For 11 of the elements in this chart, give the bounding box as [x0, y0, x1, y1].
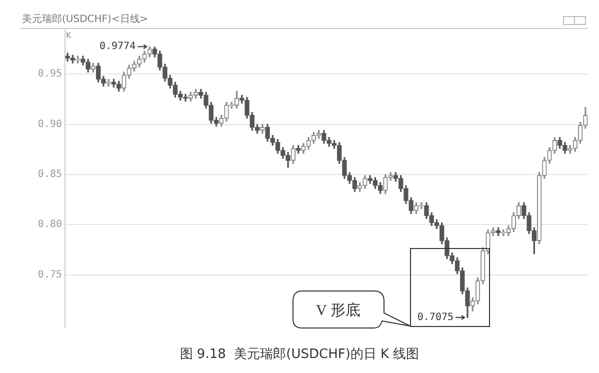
annotation: V 形底	[316, 301, 360, 320]
y-tick-label: 0.80	[38, 219, 62, 230]
y-tick-label: 0.95	[38, 68, 62, 80]
annotation: 0.7075	[417, 312, 454, 324]
y-tick-label: 0.90	[38, 118, 62, 130]
annotation: 0.9774	[99, 41, 136, 52]
y-tick-label: 0.75	[38, 269, 62, 280]
y-tick-label: 0.85	[38, 169, 62, 180]
annotation: K	[66, 31, 72, 40]
caption: 图 9.18 美元瑞郎(USDCHF)的日 K 线图	[178, 346, 420, 363]
chart-title: 美元瑞郎(USDCHF)<日线>	[22, 12, 148, 26]
